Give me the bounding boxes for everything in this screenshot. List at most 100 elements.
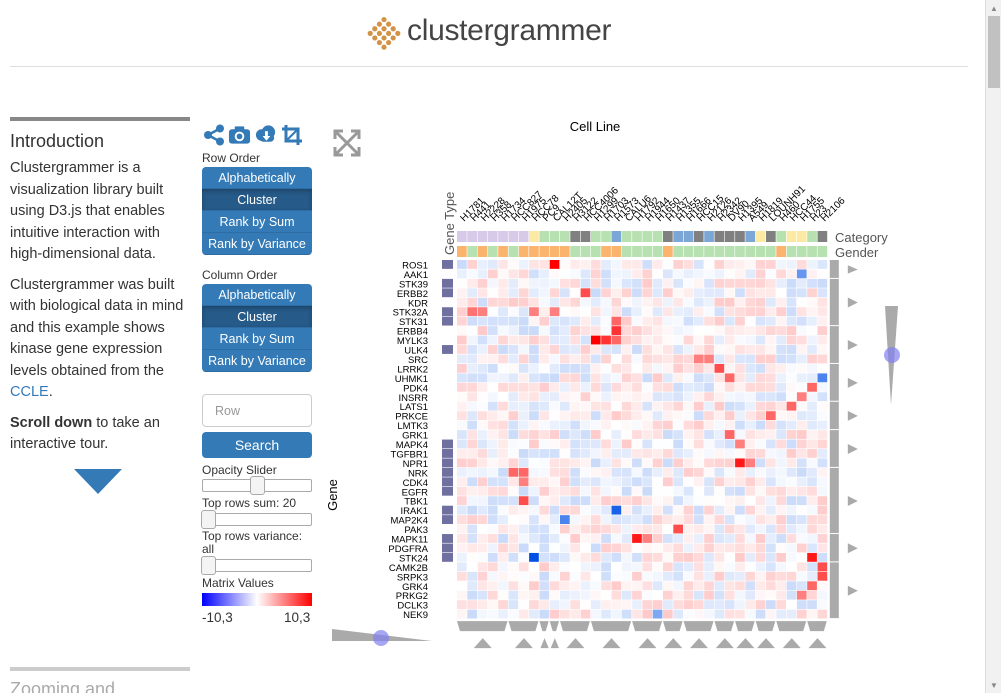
heatmap-cell[interactable] bbox=[714, 335, 725, 345]
heatmap-cell[interactable] bbox=[467, 401, 477, 411]
row-category-cell[interactable] bbox=[442, 354, 453, 364]
heatmap-cell[interactable] bbox=[519, 515, 529, 524]
heatmap-cell[interactable] bbox=[477, 496, 488, 506]
heatmap-cell[interactable] bbox=[518, 477, 529, 487]
heatmap-cell[interactable] bbox=[766, 278, 776, 288]
heatmap-cell[interactable] bbox=[735, 524, 745, 534]
heatmap-cell[interactable] bbox=[704, 401, 714, 411]
heatmap-cell[interactable] bbox=[539, 298, 549, 307]
heatmap-cell[interactable] bbox=[498, 439, 508, 449]
heatmap-cell[interactable] bbox=[488, 307, 498, 316]
heatmap-cell[interactable] bbox=[539, 411, 550, 421]
heatmap-cell[interactable] bbox=[601, 524, 611, 534]
heatmap-cell[interactable] bbox=[518, 401, 529, 411]
column-category-cell[interactable] bbox=[549, 231, 560, 242]
heatmap-cell[interactable] bbox=[693, 373, 704, 383]
heatmap-cell[interactable] bbox=[467, 392, 477, 402]
heatmap-cell[interactable] bbox=[570, 420, 580, 430]
heatmap-cell[interactable] bbox=[632, 355, 642, 364]
heatmap-cell[interactable] bbox=[673, 449, 683, 458]
heatmap-cell[interactable] bbox=[694, 496, 704, 505]
heatmap-cell[interactable] bbox=[755, 326, 766, 335]
heatmap-cell[interactable] bbox=[487, 590, 498, 600]
column-dendrogram-arrow-icon[interactable] bbox=[715, 638, 734, 649]
heatmap-cell[interactable] bbox=[590, 345, 601, 354]
heatmap-cell[interactable] bbox=[622, 430, 632, 439]
heatmap-cell[interactable] bbox=[704, 496, 714, 505]
top-rows-variance-handle[interactable] bbox=[201, 556, 216, 575]
heatmap-cell[interactable] bbox=[652, 401, 663, 411]
column-category-cell[interactable] bbox=[498, 231, 508, 242]
heatmap-cell[interactable] bbox=[601, 591, 611, 600]
heatmap-cell[interactable] bbox=[487, 269, 498, 279]
heatmap-cell[interactable] bbox=[487, 278, 498, 288]
heatmap-cell[interactable] bbox=[518, 449, 529, 458]
heatmap-cell[interactable] bbox=[621, 269, 632, 279]
heatmap-cell[interactable] bbox=[549, 307, 560, 317]
heatmap-cell[interactable] bbox=[817, 335, 828, 345]
heatmap-cell[interactable] bbox=[704, 411, 714, 421]
heatmap-cell[interactable] bbox=[560, 401, 570, 411]
heatmap-cell[interactable] bbox=[549, 467, 560, 477]
opacity-slider-handle[interactable] bbox=[250, 476, 265, 495]
column-gender-cell[interactable] bbox=[683, 246, 694, 257]
heatmap-cell[interactable] bbox=[673, 562, 683, 572]
column-category-cell[interactable] bbox=[724, 231, 735, 242]
heatmap-cell[interactable] bbox=[735, 430, 745, 439]
heatmap-cell[interactable] bbox=[539, 345, 550, 354]
heatmap-cell[interactable] bbox=[817, 392, 828, 402]
heatmap-cell[interactable] bbox=[755, 420, 766, 430]
heatmap-cell[interactable] bbox=[621, 354, 632, 364]
heatmap-cell[interactable] bbox=[529, 544, 539, 553]
heatmap-cell[interactable] bbox=[693, 439, 704, 449]
heatmap-cell[interactable] bbox=[642, 335, 653, 345]
heatmap-cell[interactable] bbox=[642, 401, 653, 411]
heatmap-cell[interactable] bbox=[580, 477, 591, 487]
heatmap-cell[interactable] bbox=[714, 543, 725, 553]
heatmap-cell[interactable] bbox=[632, 269, 642, 279]
heatmap-cell[interactable] bbox=[498, 335, 508, 345]
heatmap-cell[interactable] bbox=[735, 534, 745, 543]
heatmap-cell[interactable] bbox=[560, 449, 570, 458]
heatmap-cell[interactable] bbox=[632, 609, 642, 619]
heatmap-cell[interactable] bbox=[786, 439, 797, 449]
heatmap-cell[interactable] bbox=[590, 609, 601, 619]
heatmap-cell[interactable] bbox=[549, 430, 560, 439]
heatmap-cell[interactable] bbox=[590, 382, 601, 392]
heatmap-cell[interactable] bbox=[786, 581, 797, 591]
heatmap-cell[interactable] bbox=[715, 326, 725, 335]
row-dendrogram-cluster[interactable] bbox=[829, 430, 839, 467]
heatmap-cell[interactable] bbox=[632, 571, 642, 581]
heatmap-cell[interactable] bbox=[693, 590, 704, 600]
heatmap-cell[interactable] bbox=[590, 439, 601, 449]
heatmap-cell[interactable] bbox=[601, 496, 611, 506]
heatmap-cell[interactable] bbox=[487, 449, 498, 458]
heatmap-cell[interactable] bbox=[467, 411, 477, 421]
heatmap-cell[interactable] bbox=[601, 477, 611, 487]
heatmap-cell[interactable] bbox=[570, 430, 580, 439]
heatmap-cell[interactable] bbox=[735, 515, 745, 524]
heatmap-cell[interactable] bbox=[508, 392, 519, 402]
heatmap-cell[interactable] bbox=[776, 515, 786, 524]
heatmap-cell[interactable] bbox=[570, 326, 580, 335]
heatmap-cell[interactable] bbox=[518, 486, 529, 496]
heatmap-cell[interactable] bbox=[653, 591, 663, 600]
heatmap-cell[interactable] bbox=[457, 524, 467, 534]
column-gender-cell[interactable] bbox=[611, 246, 622, 257]
heatmap-cell[interactable] bbox=[509, 572, 519, 581]
heatmap-cell[interactable] bbox=[683, 543, 694, 553]
heatmap-cell[interactable] bbox=[642, 269, 653, 279]
heatmap-cell[interactable] bbox=[796, 467, 807, 477]
heatmap-cell[interactable] bbox=[632, 421, 642, 430]
heatmap-cell[interactable] bbox=[621, 411, 632, 421]
heatmap-cell[interactable] bbox=[601, 364, 611, 373]
heatmap-cell[interactable] bbox=[817, 297, 828, 307]
heatmap-cell[interactable] bbox=[590, 269, 601, 279]
heatmap-cell[interactable] bbox=[694, 487, 704, 496]
heatmap-cell[interactable] bbox=[673, 363, 683, 373]
row-category-cell[interactable] bbox=[442, 571, 453, 581]
heatmap-cell[interactable] bbox=[704, 515, 714, 524]
heatmap-cell[interactable] bbox=[467, 496, 477, 506]
expand-icon[interactable] bbox=[333, 129, 361, 157]
column-category-cell[interactable] bbox=[735, 231, 745, 242]
